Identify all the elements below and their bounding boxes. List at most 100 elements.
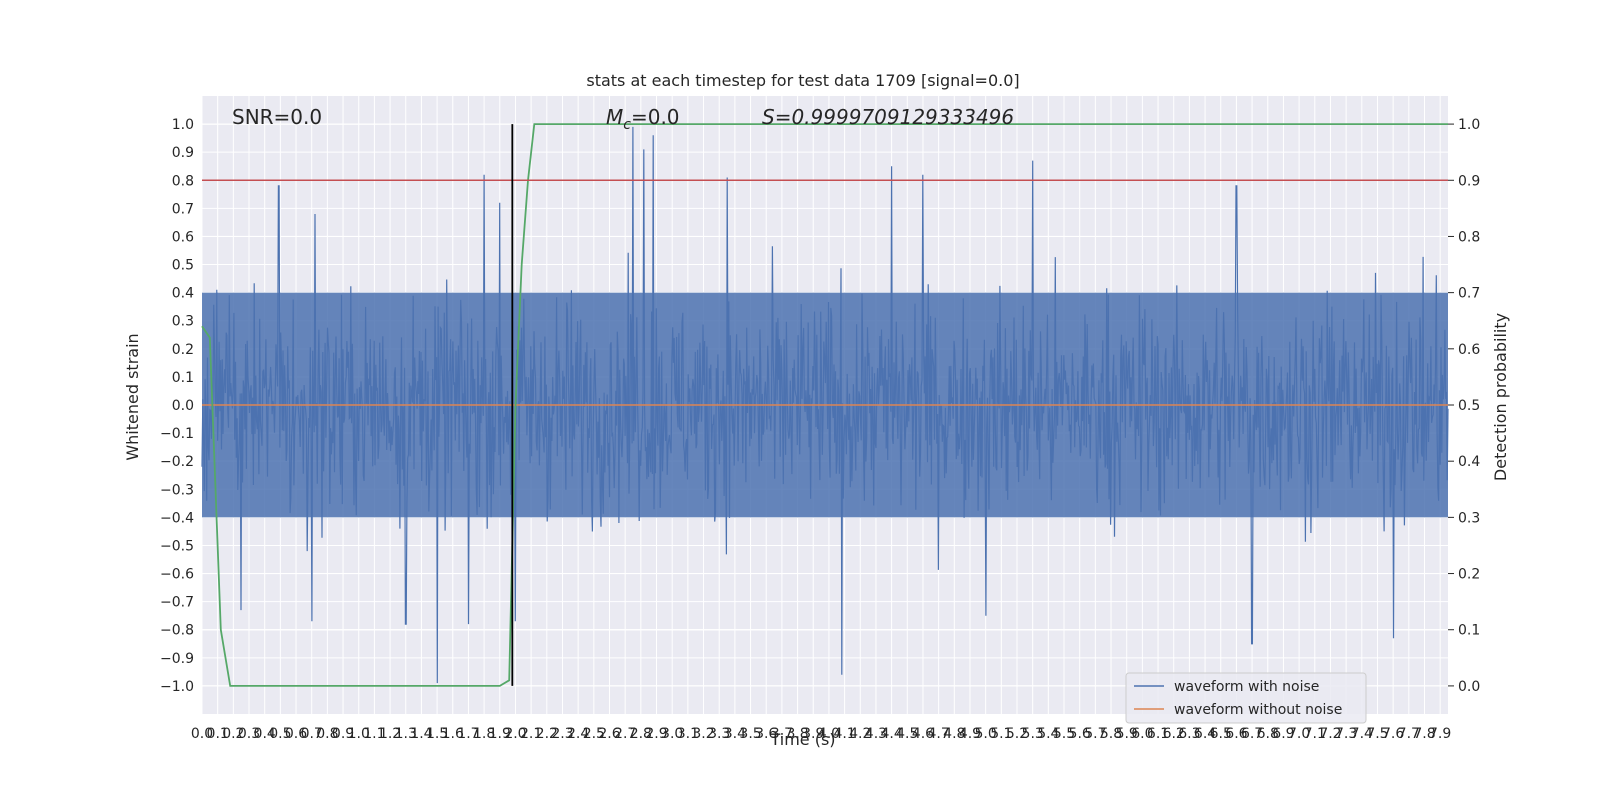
series-detection-probability [201, 123, 1448, 687]
y-tick-label: 0.3 [172, 314, 194, 330]
x-tick-label: 5.5 [1053, 726, 1075, 742]
x-tick-label: 1.3 [395, 726, 417, 742]
chirp-mass-value: =0.0 [631, 105, 680, 129]
x-tick-label: 5.1 [990, 726, 1012, 742]
legend: waveform with noise waveform without noi… [1125, 672, 1367, 724]
x-tick-label: 2.4 [567, 726, 589, 742]
x-tick-label: 0.5 [269, 726, 291, 742]
y-axis-right-ticks: 0.0 0.1 0.2 0.3 0.4 0.5 0.6 0.7 0.8 0.9 1.0 [1448, 117, 1480, 695]
x-tick-label: 5.8 [1100, 726, 1122, 742]
x-tick-label: 1.7 [457, 726, 479, 742]
x-tick-label: 4.6 [912, 726, 934, 742]
y-tick-label: 0.5 [172, 258, 194, 274]
y-axis-ticks: −1.0 −0.9 −0.8 −0.7 −0.6 −0.5 −0.4 −0.3 −0.2 −0.1… [160, 117, 194, 695]
x-tick-label: 7.0 [1288, 726, 1310, 742]
chirp-mass-annotation: Mc=0.0 [606, 105, 680, 133]
x-tick-label: 2.1 [520, 726, 542, 742]
x-tick-label: 6.1 [1147, 726, 1169, 742]
legend-box [1125, 672, 1367, 724]
y-tick-label: 0.8 [172, 173, 194, 189]
x-tick-label: 5.4 [1037, 726, 1059, 742]
x-tick-label: 6.2 [1163, 726, 1185, 742]
x-tick-label: 4.1 [833, 726, 855, 742]
x-tick-label: 2.5 [583, 726, 605, 742]
x-tick-label: 1.2 [379, 726, 401, 742]
x-tick-label: 3.8 [786, 726, 808, 742]
x-tick-label: 0.2 [222, 726, 244, 742]
chirp-mass-subscript: c [623, 117, 631, 133]
x-tick-label: 0.6 [285, 726, 307, 742]
x-tick-label: 5.7 [1084, 726, 1106, 742]
y-tick-label: 1.0 [172, 117, 194, 133]
x-tick-label: 5.2 [1006, 726, 1028, 742]
x-tick-label: 6.7 [1241, 726, 1263, 742]
y-tick-label: 0.7 [172, 201, 194, 217]
x-tick-label: 5.6 [1069, 726, 1091, 742]
legend-label-clean: waveform without noise [1174, 702, 1342, 718]
s-annotation: S=0.9999709129333496 [762, 105, 1014, 129]
x-tick-label: 7.1 [1304, 726, 1326, 742]
x-tick-label: 0.8 [316, 726, 338, 742]
x-tick-label: 3.2 [692, 726, 714, 742]
x-tick-label: 2.8 [630, 726, 652, 742]
y-tick-label: 0.0 [172, 398, 194, 414]
y-right-tick-label: 0.2 [1458, 567, 1480, 583]
x-tick-label: 6.0 [1131, 726, 1153, 742]
y-right-tick-label: 0.4 [1458, 454, 1480, 470]
y-tick-label: −0.8 [160, 623, 194, 639]
x-tick-label: 2.2 [536, 726, 558, 742]
y-tick-label: −0.9 [160, 651, 194, 667]
probability-trace [201, 123, 1448, 687]
x-tick-label: 7.7 [1398, 726, 1420, 742]
y-tick-label: −0.2 [160, 454, 194, 470]
x-tick-label: 5.9 [1116, 726, 1138, 742]
y-right-tick-label: 0.8 [1458, 229, 1480, 245]
x-tick-label: 0.4 [254, 726, 276, 742]
x-tick-label: 3.7 [771, 726, 793, 742]
x-tick-label: 6.6 [1225, 726, 1247, 742]
x-tick-label: 6.9 [1272, 726, 1294, 742]
y-tick-label: −0.5 [160, 538, 194, 554]
x-tick-label: 4.0 [818, 726, 840, 742]
x-tick-label: 7.9 [1429, 726, 1451, 742]
y-axis-right-label: Detection probability [1491, 313, 1510, 481]
x-tick-label: 6.3 [1178, 726, 1200, 742]
x-axis-label: Time (s) [769, 730, 835, 749]
y-tick-label: −0.7 [160, 595, 194, 611]
x-tick-label: 0.7 [301, 726, 323, 742]
x-tick-label: 0.0 [191, 726, 213, 742]
x-tick-label: 7.6 [1382, 726, 1404, 742]
y-right-tick-label: 0.5 [1458, 398, 1480, 414]
y-axis-label: Whitened strain [123, 333, 142, 460]
x-axis-ticks: 0.00.10.20.30.40.50.60.70.80.91.01.11.21… [191, 726, 1451, 742]
chart-title: stats at each timestep for test data 170… [586, 71, 1019, 90]
x-tick-label: 7.8 [1413, 726, 1435, 742]
snr-annotation: SNR=0.0 [232, 105, 322, 129]
y-tick-label: 0.1 [172, 370, 194, 386]
x-tick-label: 4.9 [959, 726, 981, 742]
x-tick-label: 7.3 [1335, 726, 1357, 742]
x-tick-label: 7.5 [1366, 726, 1388, 742]
x-tick-label: 3.1 [677, 726, 699, 742]
x-tick-label: 6.4 [1194, 726, 1216, 742]
x-tick-label: 2.9 [645, 726, 667, 742]
x-tick-label: 4.8 [943, 726, 965, 742]
x-tick-label: 1.6 [442, 726, 464, 742]
x-tick-label: 0.3 [238, 726, 260, 742]
y-tick-label: −0.1 [160, 426, 194, 442]
x-tick-label: 0.9 [332, 726, 354, 742]
x-tick-label: 2.6 [598, 726, 620, 742]
x-tick-label: 3.4 [724, 726, 746, 742]
x-tick-label: 6.8 [1257, 726, 1279, 742]
y-right-tick-label: 0.3 [1458, 510, 1480, 526]
x-tick-label: 3.0 [661, 726, 683, 742]
x-tick-label: 0.1 [207, 726, 229, 742]
x-tick-label: 3.6 [755, 726, 777, 742]
y-tick-label: 0.2 [172, 342, 194, 358]
x-tick-label: 3.9 [802, 726, 824, 742]
x-tick-label: 3.3 [708, 726, 730, 742]
y-right-tick-label: 1.0 [1458, 117, 1480, 133]
x-tick-label: 7.2 [1319, 726, 1341, 742]
x-tick-label: 4.5 [896, 726, 918, 742]
